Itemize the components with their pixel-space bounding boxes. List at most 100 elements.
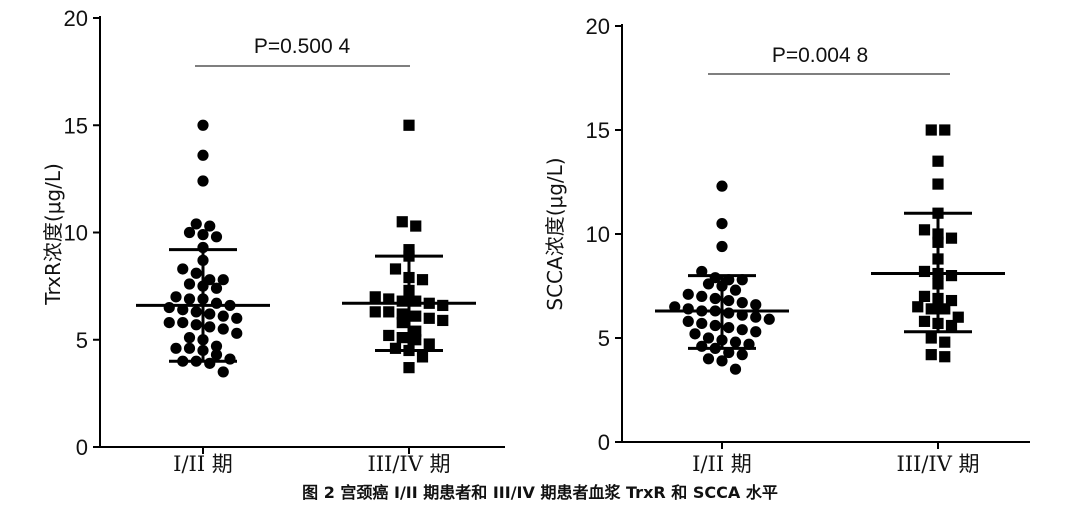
scca-point-2 [945, 270, 958, 282]
scca-point-1 [736, 349, 748, 361]
scca-category-label-1: I/II 期 [692, 452, 752, 476]
scca-point-1 [696, 290, 708, 302]
scca-point-2 [918, 290, 931, 302]
trxr-point-2 [389, 263, 402, 275]
trxr-point-1 [183, 342, 196, 354]
scca-point-1 [729, 336, 742, 348]
trxr-point-2 [396, 216, 408, 228]
scca-panel: SCCA浓度(μg/L) P=0.004 8 I/II 期 III/IV 期 0… [543, 14, 1030, 476]
trxr-point-2 [383, 293, 395, 305]
scca-point-2 [945, 319, 958, 332]
scca-point-2 [952, 311, 964, 323]
scca-point-1 [736, 324, 748, 336]
figure-caption: 图 2 宫颈癌 I/II 期患者和 III/IV 期患者血浆 TrxR 和 SC… [302, 483, 778, 502]
trxr-point-1 [197, 175, 209, 187]
trxr-point-2 [423, 312, 435, 324]
trxr-point-2 [410, 334, 422, 346]
trxr-point-1 [231, 312, 243, 324]
scca-y-axis-label: SCCA浓度(μg/L) [543, 157, 567, 310]
scca-point-1 [682, 315, 694, 327]
scca-y-tick-label: 5 [598, 326, 610, 351]
trxr-y-tick-label: 5 [76, 328, 88, 353]
trxr-point-1 [190, 319, 202, 331]
trxr-point-2 [403, 362, 415, 374]
trxr-point-1 [204, 321, 216, 333]
scca-y-tick-label: 20 [586, 14, 610, 39]
scca-point-1 [716, 180, 728, 192]
scca-point-1 [682, 303, 694, 315]
trxr-point-1 [217, 323, 229, 335]
trxr-point-2 [403, 244, 415, 256]
scca-point-2 [932, 178, 944, 190]
trxr-point-2 [423, 338, 435, 350]
trxr-point-2 [416, 274, 429, 286]
trxr-point-1 [217, 366, 229, 378]
trxr-point-2 [369, 306, 381, 318]
trxr-point-1 [204, 308, 216, 320]
trxr-point-2 [403, 119, 415, 131]
trxr-point-1 [217, 274, 229, 286]
scca-p-value: P=0.004 8 [772, 44, 868, 67]
trxr-point-2 [396, 295, 408, 307]
scca-y-tick-label: 10 [586, 222, 610, 247]
trxr-point-1 [197, 119, 209, 131]
trxr-point-1 [163, 316, 175, 329]
scca-point-2 [918, 224, 931, 236]
trxr-point-1 [183, 226, 196, 239]
scca-point-1 [716, 218, 728, 230]
trxr-point-1 [210, 349, 223, 361]
trxr-point-1 [177, 263, 189, 275]
scca-point-1 [709, 319, 721, 332]
scca-point-2 [918, 265, 931, 278]
trxr-point-1 [163, 301, 175, 314]
trxr-point-2 [410, 295, 422, 307]
scca-point-1 [729, 284, 742, 296]
trxr-point-2 [416, 351, 429, 363]
trxr-point-2 [410, 325, 422, 337]
trxr-y-axis-label: TrxR浓度(μg/L) [41, 163, 65, 306]
trxr-y-tick-label: 10 [64, 221, 88, 246]
scca-point-2 [939, 303, 951, 315]
trxr-point-1 [190, 218, 202, 230]
trxr-point-1 [204, 220, 216, 232]
trxr-category-label-1: I/II 期 [173, 452, 233, 476]
trxr-point-1 [183, 293, 196, 305]
scca-category-label-2: III/IV 期 [896, 452, 979, 476]
scca-y-tick-label: 0 [598, 430, 610, 455]
trxr-point-2 [369, 291, 381, 303]
scca-point-1 [702, 332, 715, 344]
trxr-point-1 [224, 353, 236, 365]
trxr-point-1 [170, 291, 182, 303]
scca-point-2 [925, 303, 937, 315]
trxr-point-1 [217, 310, 229, 322]
scca-point-2 [925, 349, 937, 361]
trxr-point-2 [396, 316, 408, 329]
trxr-point-1 [177, 316, 189, 329]
scca-point-1 [763, 313, 775, 325]
scca-point-2 [939, 124, 951, 136]
scca-point-1 [689, 328, 701, 340]
trxr-panel: TrxR浓度(μg/L) P=0.500 4 I/II 期 III/IV 期 0… [41, 6, 505, 476]
trxr-point-2 [437, 299, 449, 312]
scca-point-2 [912, 301, 924, 313]
scca-point-2 [939, 336, 951, 348]
trxr-point-1 [183, 278, 196, 290]
scca-point-2 [945, 294, 958, 307]
trxr-y-tick-label: 15 [64, 113, 88, 138]
trxr-point-1 [210, 297, 223, 309]
scca-point-1 [709, 272, 721, 284]
scca-point-2 [925, 332, 937, 344]
scca-point-1 [682, 288, 694, 300]
scca-point-2 [918, 315, 931, 327]
scca-point-1 [750, 299, 762, 311]
scca-point-1 [723, 294, 735, 307]
trxr-point-1 [197, 229, 209, 241]
scca-point-2 [932, 155, 944, 167]
scca-point-2 [925, 124, 937, 136]
scca-point-1 [729, 363, 742, 375]
scca-point-1 [723, 322, 735, 334]
trxr-category-label-2: III/IV 期 [367, 452, 450, 476]
trxr-point-1 [231, 327, 243, 339]
scca-point-1 [716, 355, 728, 367]
